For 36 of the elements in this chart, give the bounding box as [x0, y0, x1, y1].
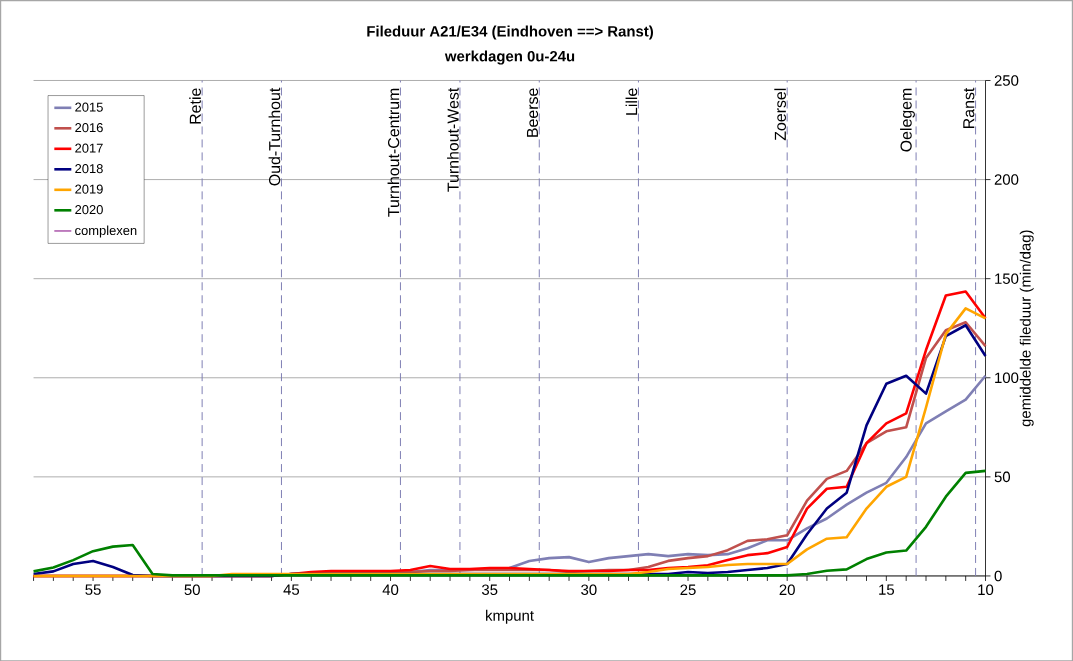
ref-line-label: Oelegem	[900, 88, 915, 152]
chart-title: Fileduur A21/E34 (Eindhoven ==> Ranst)	[367, 25, 654, 40]
legend-label: complexen	[75, 225, 137, 238]
ref-line-label: Zoersel	[774, 88, 786, 141]
ref-line-label: Ranst	[963, 87, 975, 128]
y-tick-label: 150	[995, 273, 1019, 284]
y-tick-label: 100	[995, 372, 1019, 383]
legend-label: 2020	[75, 204, 103, 214]
legend-label: 2016	[75, 122, 103, 132]
x-tick-label: 55	[85, 584, 101, 595]
x-tick-label: 50	[184, 584, 200, 595]
x-axis-title: kmpunt	[486, 609, 534, 624]
y-axis-title: gemiddelde fileduur (min/dag)	[1019, 230, 1034, 427]
ref-line-label: Beerse	[526, 88, 539, 137]
x-tick-label: 10	[978, 584, 994, 595]
ref-line-label: Lille	[625, 88, 638, 115]
x-tick-label: 30	[581, 584, 597, 595]
y-tick-label: 200	[994, 174, 1019, 185]
y-tick-label: 250	[994, 74, 1019, 86]
legend-label: 2015	[75, 102, 103, 112]
ref-line-label: Turnhout-West	[447, 87, 459, 192]
legend-label: 2018	[75, 163, 103, 173]
y-tick-label: 50	[994, 471, 1011, 482]
ref-line-label: Oud-Turnhout	[268, 87, 281, 186]
x-tick-label: 40	[382, 584, 399, 595]
legend-label: 2017	[75, 143, 103, 153]
legend-label: 2019	[75, 184, 103, 194]
x-tick-label: 25	[680, 584, 696, 595]
x-tick-label: 35	[481, 584, 498, 595]
y-tick-label: 0	[994, 570, 1002, 582]
chart-subtitle: werkdagen 0u-24u	[444, 50, 575, 65]
x-tick-label: 20	[779, 584, 795, 595]
x-tick-label: 45	[283, 584, 300, 595]
ref-line-label: Turnhout-Centrum	[387, 88, 400, 217]
ref-line-label: Retie	[189, 88, 201, 124]
x-tick-label: 15	[879, 584, 895, 595]
